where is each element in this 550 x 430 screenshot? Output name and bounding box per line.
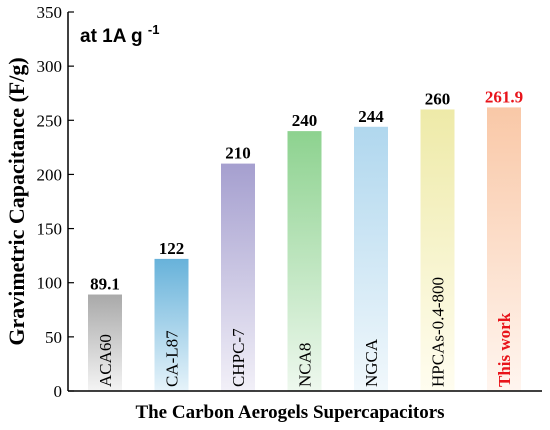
y-tick-label: 350 [37, 3, 63, 22]
bars-group: 89.1 ACA60 122 CA-L87 210 CHPC-7 240 NCA8 244 NGC… [88, 87, 523, 391]
y-tick-label: 200 [37, 165, 63, 184]
category-label: ACA60 [96, 334, 115, 387]
y-tick-label: 50 [45, 328, 62, 347]
bar-value-label: 89.1 [90, 275, 120, 294]
category-label: HPCAs-0.4-800 [429, 277, 448, 387]
bar-value-label: 260 [425, 89, 451, 108]
x-axis-title: The Carbon Aerogels Supercapacitors [135, 402, 444, 423]
bar-value-label: 240 [292, 111, 318, 130]
bar-value-label: 261.9 [485, 87, 523, 106]
y-axis-title: Gravimetric Capacitance (F/g) [4, 57, 29, 345]
axes-group: 0 50 100 150 200 250 300 350 [37, 3, 542, 401]
chart-annotation: at 1A g -1 [80, 22, 159, 47]
bar-6 [420, 109, 455, 391]
bar-value-label: 244 [358, 107, 384, 126]
annotation-superscript: -1 [148, 22, 160, 37]
y-tick-label: 250 [37, 111, 63, 130]
annotation-text: at 1A g [80, 26, 143, 47]
category-label: NGCA [362, 338, 381, 387]
bar-2 [154, 258, 189, 391]
bar-4 [287, 131, 322, 391]
bar-5 [354, 126, 388, 391]
bar-3 [221, 163, 255, 391]
category-label: This work [495, 312, 514, 387]
bar-7 [487, 107, 521, 391]
bar-value-label: 122 [159, 239, 185, 258]
y-tick-label: 150 [37, 220, 63, 239]
bar-1 [88, 294, 122, 391]
y-tick-label: 100 [37, 274, 63, 293]
category-label: CA-L87 [163, 330, 182, 387]
bar-value-label: 210 [225, 144, 251, 163]
category-label: NCA8 [296, 343, 315, 387]
y-tick-label: 0 [54, 382, 63, 401]
category-label: CHPC-7 [229, 328, 248, 387]
y-tick-label: 300 [37, 57, 63, 76]
